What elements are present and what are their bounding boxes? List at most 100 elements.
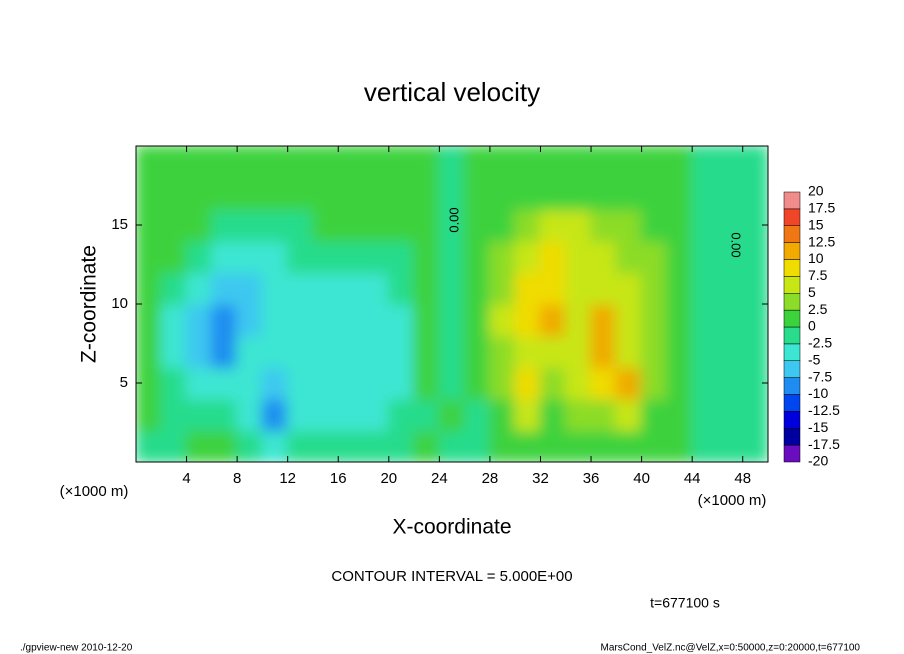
cell — [413, 429, 441, 462]
cell — [438, 208, 466, 242]
cell — [741, 239, 768, 274]
cell — [741, 146, 768, 179]
cell — [236, 366, 264, 400]
cell — [590, 397, 618, 432]
cell — [539, 176, 567, 211]
cell — [210, 146, 239, 179]
x-tick-label: 36 — [583, 470, 600, 487]
cell — [590, 176, 618, 211]
cell — [136, 429, 163, 462]
cell — [160, 208, 188, 242]
cell — [387, 366, 416, 400]
y-axis-label: Z-coordinate — [78, 245, 101, 363]
cell — [514, 366, 542, 400]
cell — [463, 239, 491, 274]
x-tick-label: 20 — [380, 470, 397, 487]
cell — [514, 239, 542, 274]
cell — [311, 303, 340, 337]
cell — [286, 208, 314, 242]
cell — [691, 397, 719, 432]
cell — [286, 397, 314, 432]
cell — [160, 366, 188, 400]
colorbar-label: 0 — [808, 318, 816, 334]
cell — [236, 239, 264, 274]
cell — [564, 271, 593, 305]
cell — [564, 176, 593, 211]
cell — [160, 239, 188, 274]
cell — [236, 176, 264, 211]
cell — [463, 303, 491, 337]
colorbar-box — [783, 259, 801, 277]
cell — [640, 303, 668, 337]
cell — [311, 146, 340, 179]
cell — [210, 397, 239, 432]
cell — [185, 271, 213, 305]
y-tick-label: 10 — [111, 295, 128, 312]
cell — [362, 366, 390, 400]
cell — [463, 271, 491, 305]
cell — [337, 208, 365, 242]
cell — [311, 429, 340, 462]
cell — [514, 146, 542, 179]
cell — [716, 239, 744, 274]
cell — [463, 397, 491, 432]
cell — [261, 303, 289, 337]
cell — [691, 303, 719, 337]
cell — [514, 429, 542, 462]
field — [136, 146, 768, 462]
cell — [665, 303, 694, 337]
cell — [691, 366, 719, 400]
cell — [741, 397, 768, 432]
colorbar-label: -15 — [808, 419, 828, 435]
colorbar-label: 7.5 — [808, 267, 828, 283]
colorbar-box — [783, 444, 801, 463]
cell — [185, 208, 213, 242]
cell — [362, 176, 390, 211]
cell — [615, 271, 643, 305]
cell — [311, 271, 340, 305]
colorbar-label: 5 — [808, 284, 816, 300]
cell — [413, 397, 441, 432]
cell — [286, 366, 314, 400]
cell — [615, 366, 643, 400]
cell — [716, 366, 744, 400]
x-axis-label: X-coordinate — [392, 516, 511, 539]
cell — [236, 397, 264, 432]
cell — [286, 271, 314, 305]
cell — [488, 397, 517, 432]
cell — [136, 239, 163, 274]
cell — [615, 334, 643, 369]
cell — [136, 397, 163, 432]
cell — [236, 429, 264, 462]
cell — [337, 271, 365, 305]
cell — [539, 397, 567, 432]
cell — [160, 303, 188, 337]
cell — [387, 146, 416, 179]
cell — [514, 397, 542, 432]
cell — [615, 429, 643, 462]
cell — [590, 366, 618, 400]
cell — [488, 334, 517, 369]
cell — [615, 208, 643, 242]
x-tick-label: 24 — [431, 470, 448, 487]
colorbar-box — [783, 242, 801, 260]
cell — [438, 366, 466, 400]
cell — [741, 429, 768, 462]
cell — [716, 397, 744, 432]
cell — [311, 208, 340, 242]
x-tick-label: 44 — [684, 470, 701, 487]
cell — [160, 176, 188, 211]
cell — [136, 146, 163, 179]
cell — [185, 429, 213, 462]
cell — [261, 208, 289, 242]
colorbar-box — [783, 309, 801, 328]
cell — [261, 366, 289, 400]
cell — [716, 334, 744, 369]
cell — [488, 239, 517, 274]
cell — [286, 334, 314, 369]
cell — [615, 239, 643, 274]
cell — [337, 146, 365, 179]
cell — [362, 303, 390, 337]
cell — [286, 239, 314, 274]
field-cells — [136, 146, 768, 462]
